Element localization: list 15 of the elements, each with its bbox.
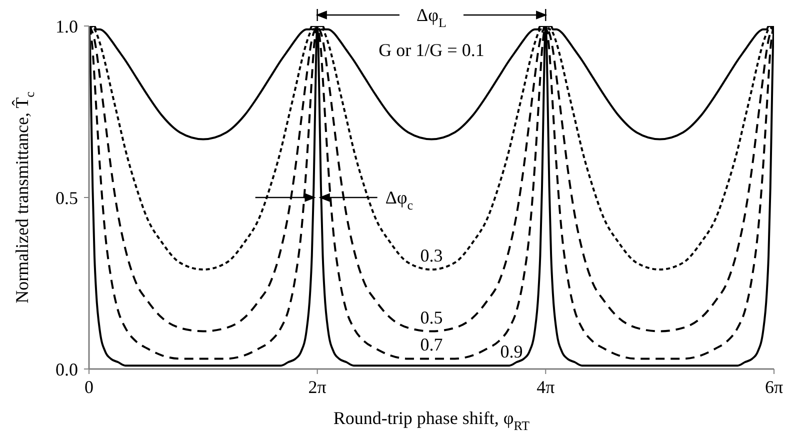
series-label: 0.3 bbox=[420, 246, 443, 266]
x-tick-label: 4π bbox=[536, 376, 555, 397]
series-label: 0.7 bbox=[420, 334, 443, 355]
x-tick-label: 6π bbox=[764, 376, 784, 397]
series-label: 0.5 bbox=[420, 307, 443, 328]
annotation: Δφ$_{c}$ bbox=[385, 188, 414, 212]
y-tick-label: 0.0 bbox=[56, 359, 78, 380]
x-tick-label: 0 bbox=[84, 376, 94, 397]
annotation: Δφ$_{L}$ bbox=[416, 5, 447, 30]
y-tick-label: 1.0 bbox=[56, 16, 78, 36]
x-tick-label: 2π bbox=[308, 376, 326, 397]
series-label: 0.9 bbox=[500, 342, 523, 362]
series-label: G or 1/G = 0.1 bbox=[378, 40, 484, 60]
y-tick-label: 0.5 bbox=[56, 188, 78, 208]
x-axis-title: Round-trip phase shift, φ$_{RT}$ bbox=[333, 408, 530, 433]
